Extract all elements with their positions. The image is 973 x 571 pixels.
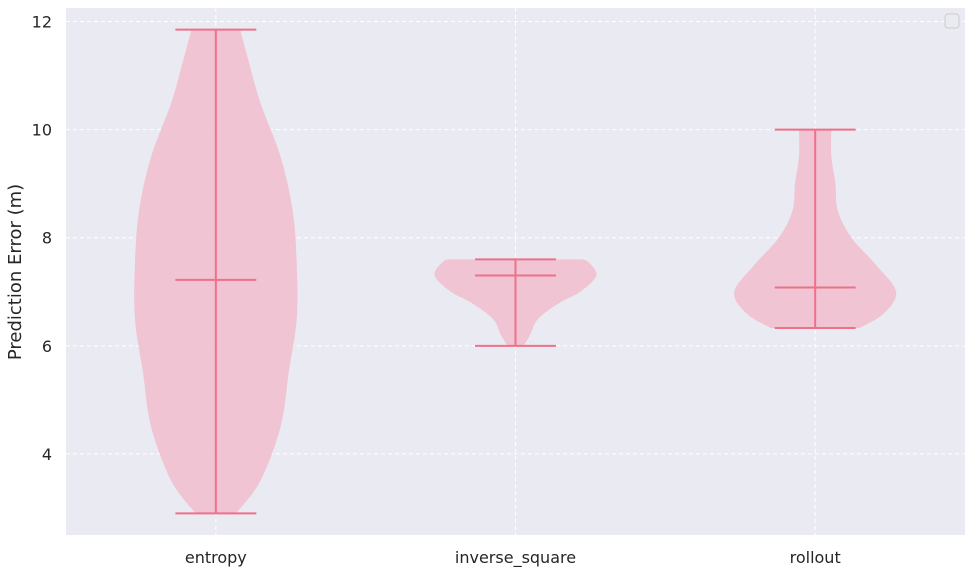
x-tick-label: rollout: [790, 548, 841, 567]
y-tick-label: 6: [42, 337, 52, 356]
x-tick-labels: entropy inverse_square rollout: [185, 548, 841, 568]
y-axis-label: Prediction Error (m): [5, 184, 26, 360]
y-tick-label: 10: [32, 121, 52, 140]
y-tick-label: 4: [42, 445, 52, 464]
y-tick-labels: 4 6 8 10 12: [32, 13, 52, 464]
y-tick-label: 12: [32, 13, 52, 32]
violin-group: [134, 28, 897, 515]
x-tick-label: entropy: [185, 548, 247, 567]
y-tick-label: 8: [42, 229, 52, 248]
x-tick-label: inverse_square: [455, 548, 576, 568]
legend-box: [944, 13, 960, 29]
